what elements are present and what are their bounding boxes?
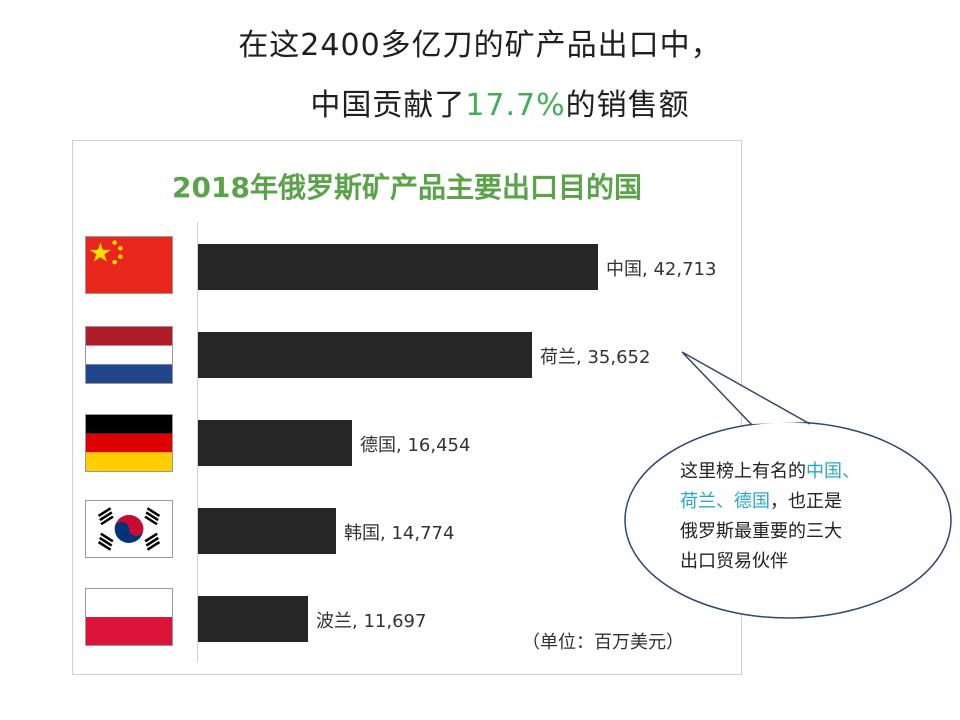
headline-line-1: 在这2400多亿刀的矿产品出口中， <box>0 20 960 64</box>
headline-line-2: 中国贡献了17.7%的销售额 <box>20 80 960 124</box>
bar-label-1: 中国, 42,713 <box>606 259 717 280</box>
bar-label-3: 德国, 16,454 <box>360 435 471 456</box>
bar-label-4: 韩国, 14,774 <box>344 523 455 544</box>
callout-text: 这里榜上有名的中国、 荷兰、德国，也正是 俄罗斯最重要的三大 出口贸易伙伴 <box>680 457 920 577</box>
germany-flag-icon <box>85 414 173 472</box>
bar-3 <box>198 420 352 466</box>
bar-1 <box>198 244 598 290</box>
bar-label-5: 波兰, 11,697 <box>316 611 427 632</box>
bar-label-2: 荷兰, 35,652 <box>540 347 651 368</box>
callout-line-1: 这里榜上有名的中国、 <box>680 457 920 487</box>
bar-5 <box>198 596 308 642</box>
callout-line-1-prefix: 这里榜上有名的 <box>680 461 806 482</box>
bar-2 <box>198 332 532 378</box>
callout-line-2-suffix: ，也正是 <box>770 491 842 512</box>
callout-line-2: 荷兰、德国，也正是 <box>680 487 920 517</box>
bar-4 <box>198 508 336 554</box>
headline-prefix: 中国贡献了 <box>310 88 466 123</box>
netherlands-flag-icon <box>85 326 173 384</box>
callout-line-2-highlight: 荷兰、德国 <box>680 491 770 512</box>
headline-highlight-percent: 17.7% <box>465 88 566 123</box>
callout-pointer-edge <box>681 351 811 426</box>
callout-line-1-highlight: 中国、 <box>806 461 860 482</box>
headline-suffix: 的销售额 <box>565 88 690 123</box>
unit-note: （单位：百万美元） <box>522 632 684 653</box>
china-flag-icon <box>85 236 173 294</box>
chart-title: 2018年俄罗斯矿产品主要出口目的国 <box>172 171 642 204</box>
south-korea-flag-icon <box>85 500 173 558</box>
callout-line-4: 出口贸易伙伴 <box>680 551 788 572</box>
callout-line-3: 俄罗斯最重要的三大 <box>680 521 842 542</box>
headline-line-1-text: 在这2400多亿刀的矿产品出口中， <box>238 28 722 63</box>
poland-flag-icon <box>85 588 173 646</box>
category-axis-line <box>197 222 198 662</box>
